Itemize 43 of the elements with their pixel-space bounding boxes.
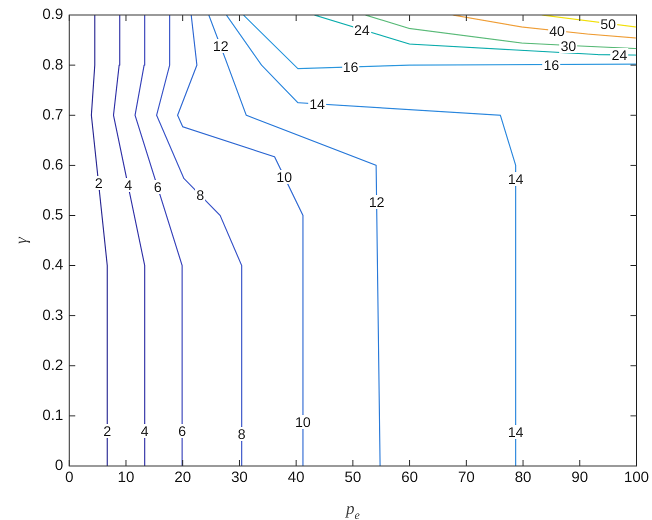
annotation: 24 xyxy=(610,47,628,64)
x-tick-label: 10 xyxy=(118,469,134,486)
y-tick-label: 0.4 xyxy=(42,256,64,274)
x-tick-label: 60 xyxy=(401,469,418,486)
y-tick-label: 0.6 xyxy=(42,156,64,174)
annotation: 12 xyxy=(368,194,386,210)
x-tick-label: 90 xyxy=(571,469,588,486)
x-tick-label: 100 xyxy=(624,469,649,486)
annotation: 6 xyxy=(177,422,188,439)
y-tick-label: 0.5 xyxy=(42,206,64,224)
y-axis-title: γ xyxy=(12,236,31,244)
y-tick-label: 0.2 xyxy=(42,356,64,374)
x-tick-label: 70 xyxy=(458,469,475,486)
annotation: 2 xyxy=(102,422,112,439)
x-tick-label: 20 xyxy=(174,469,192,486)
annotation: 6 xyxy=(152,178,163,195)
y-tick-label: 0.9 xyxy=(42,6,64,24)
annotation: 2 xyxy=(94,174,104,191)
annotation: 8 xyxy=(195,187,206,204)
annotation: 14 xyxy=(506,424,524,440)
y-tick-label: 0 xyxy=(54,457,64,474)
annotation: 10 xyxy=(275,168,294,185)
annotation: 14 xyxy=(308,96,326,112)
x-tick-label: 80 xyxy=(514,469,532,486)
y-tick-label: 0.8 xyxy=(42,56,64,74)
x-tick-label: 50 xyxy=(344,469,362,486)
annotation: 24 xyxy=(353,22,371,38)
annotation: 10 xyxy=(294,414,312,430)
annotation: 16 xyxy=(542,56,560,73)
annotation: 8 xyxy=(236,426,247,442)
annotation: 16 xyxy=(342,59,360,76)
annotation: 4 xyxy=(123,177,134,194)
annotation: 30 xyxy=(560,38,578,54)
x-tick-label: 40 xyxy=(288,469,304,486)
annotation: 40 xyxy=(548,22,566,39)
x-tick-label: 30 xyxy=(231,469,248,486)
annotation: 4 xyxy=(140,422,150,439)
annotation: 50 xyxy=(599,16,617,32)
y-tick-label: 0.3 xyxy=(42,306,64,324)
annotation: 14 xyxy=(506,170,524,187)
annotation: 12 xyxy=(212,38,230,54)
y-tick-label: 0.7 xyxy=(42,106,64,124)
y-tick-label: 0.1 xyxy=(42,407,64,424)
